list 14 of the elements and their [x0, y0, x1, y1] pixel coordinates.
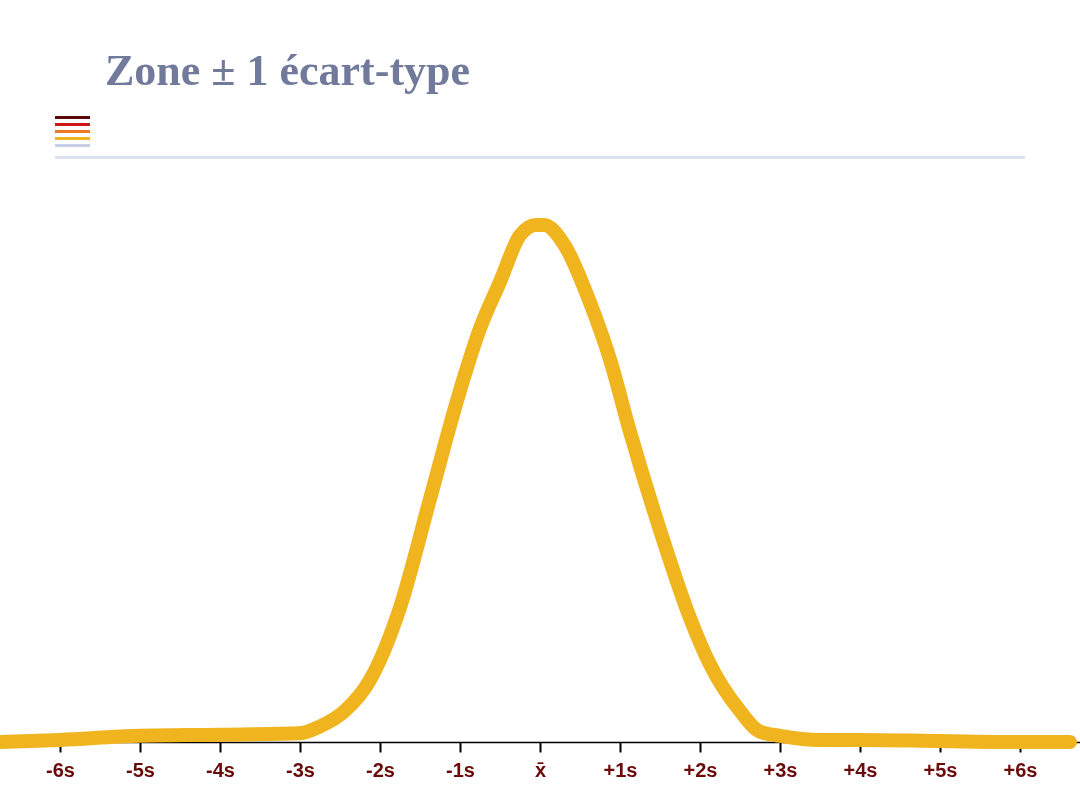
- x-tick-label: +4s: [843, 758, 878, 781]
- x-tick-label: +2s: [683, 758, 718, 781]
- x-tick-label: -5s: [126, 758, 155, 781]
- x-tick-label: -4s: [206, 758, 235, 781]
- x-tick-label: -2s: [366, 758, 395, 781]
- x-tick-label: +1s: [603, 758, 638, 781]
- x-tick-label: -3s: [286, 758, 315, 781]
- x-tick-label: +3s: [763, 758, 798, 781]
- x-tick-label: -1s: [446, 758, 475, 781]
- x-tick-label: x̄: [534, 758, 547, 781]
- x-tick-label: -6s: [46, 758, 75, 781]
- chart-title: Zone ± 1 écart-type: [105, 46, 471, 95]
- x-tick-label: +5s: [923, 758, 958, 781]
- x-tick-label: +6s: [1003, 758, 1038, 781]
